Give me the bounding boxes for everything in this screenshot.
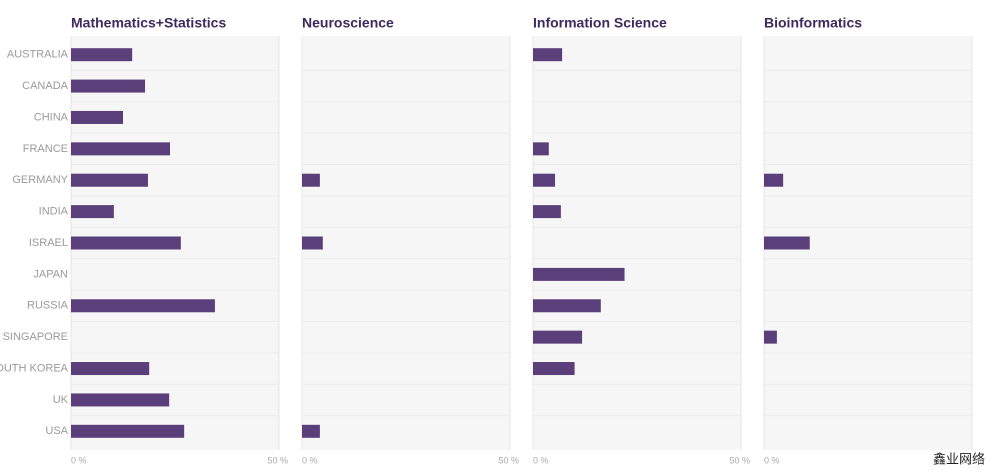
x-tick-label: 0 %	[533, 455, 549, 465]
x-tick-label: 0 %	[302, 455, 318, 465]
category-label: SOUTH KOREA	[0, 362, 69, 374]
bar	[764, 330, 777, 344]
bar	[71, 393, 170, 407]
category-label: UK	[53, 394, 69, 406]
bar	[533, 362, 575, 376]
panel-title: Bioinformatics	[764, 15, 862, 31]
bar	[71, 236, 181, 250]
category-label: RUSSIA	[27, 300, 69, 312]
x-tick-label: 0 %	[71, 455, 87, 465]
bar	[71, 299, 215, 313]
bar	[533, 173, 556, 187]
bar	[71, 205, 114, 219]
x-tick-label: 50 %	[960, 455, 981, 465]
panel-background	[533, 36, 741, 450]
bar	[71, 79, 146, 93]
category-label: CHINA	[34, 111, 69, 123]
watermark: 鑫业网络	[933, 451, 985, 466]
category-label: AUSTRALIA	[7, 49, 69, 61]
bar	[533, 299, 601, 313]
bar	[71, 362, 150, 376]
bar	[533, 142, 549, 156]
bar	[302, 236, 323, 250]
bar	[302, 424, 320, 438]
bar	[71, 424, 185, 438]
category-label: GERMANY	[12, 174, 68, 186]
category-label: INDIA	[39, 206, 69, 218]
x-tick-label: 50 %	[267, 455, 288, 465]
panel-title: Information Science	[533, 15, 667, 31]
bar	[764, 173, 784, 187]
panel-title: Mathematics+Statistics	[71, 15, 226, 31]
category-label: JAPAN	[33, 268, 68, 280]
x-tick-label: 50 %	[498, 455, 519, 465]
bar	[533, 330, 583, 344]
category-label: CANADA	[22, 80, 69, 92]
x-tick-label: 0 %	[764, 455, 780, 465]
bar	[71, 48, 133, 62]
bar	[71, 173, 148, 187]
x-tick-label: 50 %	[729, 455, 750, 465]
bar	[71, 142, 171, 156]
bar	[302, 173, 320, 187]
bar	[533, 205, 561, 219]
category-label: FRANCE	[23, 143, 68, 155]
category-label: SINGAPORE	[3, 331, 68, 343]
panel-title: Neuroscience	[302, 15, 394, 31]
category-label: ISRAEL	[29, 237, 68, 249]
bar	[533, 48, 563, 62]
bar	[533, 267, 625, 281]
panel-background	[302, 36, 510, 450]
category-label: USA	[45, 425, 68, 437]
bar	[764, 236, 810, 250]
bar	[71, 110, 123, 124]
